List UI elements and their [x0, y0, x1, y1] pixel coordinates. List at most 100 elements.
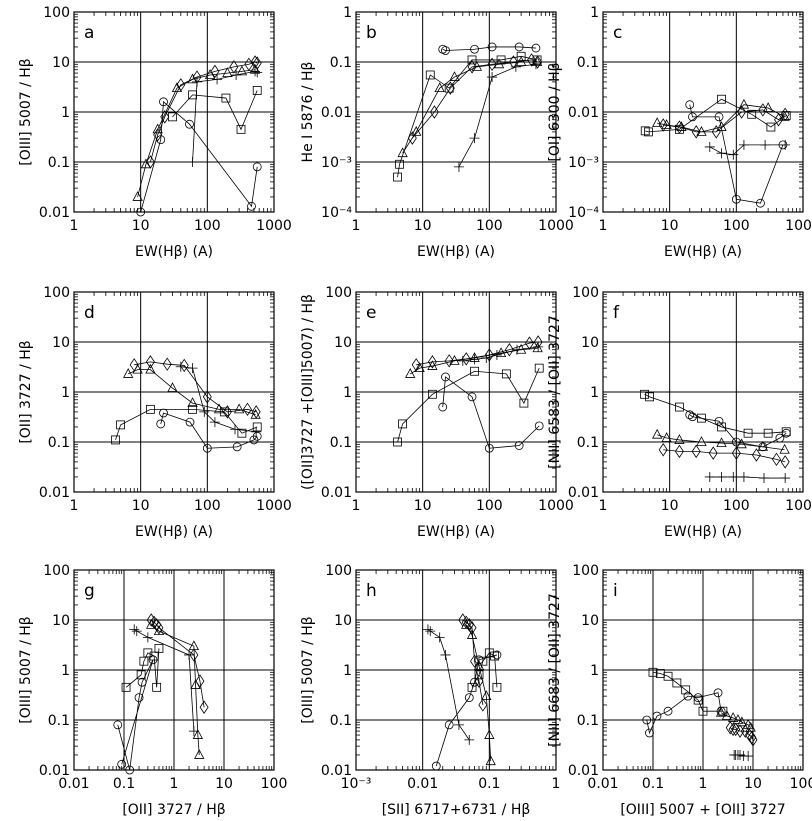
data-point-triangle: [123, 368, 134, 378]
series-line: [442, 46, 536, 51]
data-point-circle: [713, 688, 723, 698]
x-tick-label: 0.1: [642, 776, 664, 792]
y-tick-label: 1: [61, 385, 70, 401]
data-point-square: [149, 651, 159, 661]
series-circle: [431, 650, 502, 771]
data-point-triangle: [187, 73, 198, 84]
data-point-square: [519, 398, 529, 408]
data-point-diamond: [210, 64, 220, 79]
y-tick-label: 0.1: [577, 55, 599, 71]
plot-frame: [602, 291, 804, 493]
series-triangle: [132, 63, 261, 201]
data-point-square: [763, 428, 773, 438]
series-line: [128, 369, 256, 416]
data-point-circle: [185, 119, 194, 129]
data-point-diamond: [758, 103, 768, 117]
data-point-diamond: [674, 120, 684, 134]
series-line: [657, 434, 785, 451]
series-triangle: [123, 363, 261, 419]
data-point-square: [116, 420, 125, 430]
x-tick-label: 100: [261, 776, 288, 792]
x-axis-label: [OIII] 5007 + [OII] 3727: [620, 802, 785, 818]
plot-frame: [602, 11, 804, 213]
data-point-plus: [743, 751, 754, 762]
data-point-circle: [663, 706, 673, 716]
data-point-diamond: [728, 722, 738, 737]
panel-label: c: [613, 23, 622, 43]
plot-frame: [73, 11, 275, 213]
data-point-triangle: [727, 712, 739, 722]
series-line: [458, 63, 536, 168]
data-point-circle: [117, 759, 127, 769]
data-point-plus: [184, 649, 195, 660]
y-tick-label: 10: [581, 335, 599, 351]
data-point-square: [492, 682, 502, 692]
data-point-square: [395, 159, 404, 169]
data-point-square: [490, 651, 500, 661]
data-point-square: [221, 93, 231, 103]
data-point-plus: [453, 161, 464, 172]
data-point-triangle: [762, 102, 774, 112]
data-point-triangle: [466, 629, 478, 639]
data-point-square: [644, 127, 653, 137]
data-point-square: [693, 695, 703, 705]
y-tick-label: 100: [43, 563, 70, 579]
y-tick-label: 0.01: [321, 105, 352, 121]
series-line: [412, 59, 538, 139]
x-axis-label: EW(Hβ) (A): [135, 524, 213, 540]
y-tick-label: 100: [572, 285, 599, 301]
data-point-circle: [514, 441, 524, 450]
data-point-diamond: [189, 648, 199, 662]
x-tick-label: 100: [476, 498, 503, 514]
data-point-circle: [688, 112, 697, 122]
data-point-circle: [156, 419, 166, 429]
x-tick-label: 10: [215, 776, 233, 792]
data-point-square: [252, 422, 262, 432]
data-point-diamond: [771, 452, 781, 467]
y-axis-label: [OIII] 5007 / Hβ: [300, 616, 316, 724]
x-tick-label: 100: [476, 218, 503, 234]
data-point-plus: [780, 139, 791, 150]
data-point-plus: [199, 406, 210, 417]
data-point-triangle: [188, 640, 200, 651]
y-tick-label: 10⁻⁴: [568, 205, 599, 221]
data-point-triangle: [485, 755, 496, 766]
x-axis-label: EW(Hβ) (A): [664, 244, 742, 260]
data-point-square: [681, 685, 691, 695]
data-point-plus: [131, 626, 142, 637]
data-point-diamond: [146, 613, 156, 627]
x-tick-label: 0.01: [587, 776, 618, 792]
y-tick-label: 0.01: [39, 763, 70, 779]
data-point-square: [467, 682, 477, 692]
data-point-diamond: [407, 131, 417, 145]
y-tick-label: 1: [590, 663, 599, 679]
data-point-triangle: [652, 428, 663, 439]
data-point-diamond: [711, 125, 721, 139]
data-point-square: [534, 363, 544, 373]
data-point-diamond: [774, 113, 784, 127]
panel-label: f: [613, 303, 620, 323]
series-square: [648, 667, 728, 716]
data-point-plus: [129, 624, 140, 635]
y-tick-label: 0.01: [39, 485, 70, 501]
series-line: [689, 414, 787, 448]
series-plus: [129, 624, 199, 737]
series-line: [663, 449, 786, 463]
data-point-circle: [693, 693, 703, 703]
y-tick-label: 1: [343, 385, 352, 401]
x-tick-label: 10: [132, 498, 150, 514]
data-point-plus: [209, 417, 220, 428]
data-point-diamond: [176, 78, 186, 92]
x-axis-label: [SII] 6717+6731 / Hβ: [382, 802, 531, 818]
data-point-square: [474, 670, 484, 680]
data-point-square: [467, 55, 477, 65]
series-circle: [136, 97, 262, 217]
data-point-square: [146, 404, 155, 414]
data-point-square: [717, 422, 726, 432]
data-point-plus: [760, 139, 771, 150]
data-point-plus: [440, 649, 451, 660]
data-point-square: [747, 109, 757, 119]
data-point-diamond: [229, 60, 239, 74]
data-point-square: [143, 648, 153, 658]
